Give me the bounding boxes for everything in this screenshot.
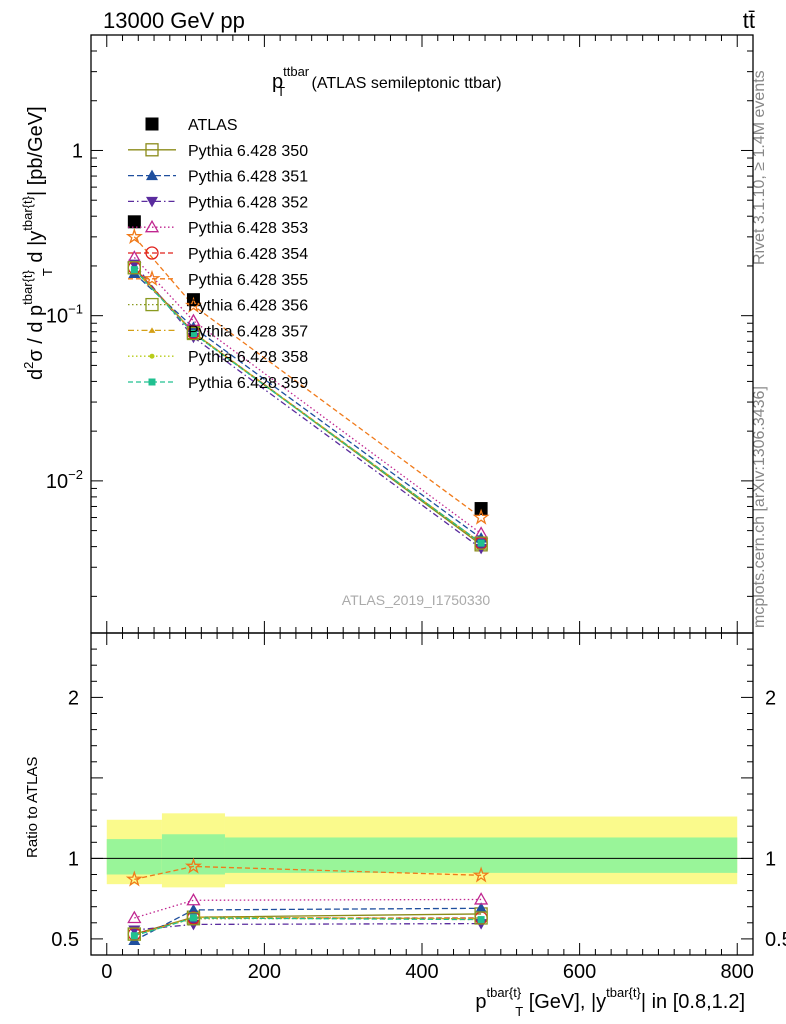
ratio-series-line bbox=[134, 917, 482, 937]
legend-marker bbox=[145, 246, 159, 260]
ratio-data-point bbox=[125, 870, 143, 887]
legend-label: Pythia 6.428 359 bbox=[188, 375, 308, 392]
data-point bbox=[474, 536, 488, 550]
ratio-series-line bbox=[134, 917, 482, 935]
data-point bbox=[472, 508, 490, 525]
y-tick-label: 1 bbox=[72, 140, 83, 162]
ratio-band-inner bbox=[161, 834, 225, 875]
ratio-data-point bbox=[127, 927, 141, 941]
ratio-data-point bbox=[477, 916, 485, 924]
ratio-series-line bbox=[134, 917, 482, 937]
x-axis-label: ptbar{t} T [GeV], |ytbar{t}| in [0.8,1.2] bbox=[475, 985, 745, 1019]
data-point bbox=[477, 539, 485, 547]
y-tick-label: 1 bbox=[68, 848, 79, 870]
legend-label: Pythia 6.428 355 bbox=[188, 272, 308, 289]
x-tick-label: 800 bbox=[721, 961, 754, 983]
data-point bbox=[127, 215, 141, 229]
x-tick-label: 400 bbox=[405, 961, 438, 983]
legend-marker bbox=[143, 269, 161, 287]
data-point bbox=[474, 502, 488, 516]
legend-label: Pythia 6.428 350 bbox=[188, 143, 308, 160]
legend-label: Pythia 6.428 354 bbox=[188, 246, 308, 263]
series-line bbox=[133, 273, 482, 539]
x-tick-label: 600 bbox=[563, 961, 596, 983]
x-tick-label: 0 bbox=[101, 961, 112, 983]
ratio-series-line bbox=[134, 907, 482, 942]
ratio-data-point bbox=[186, 892, 201, 906]
y-tick-label-right: 0.5 bbox=[765, 929, 786, 951]
data-point bbox=[186, 326, 201, 341]
data-point bbox=[127, 261, 141, 275]
mcplots-label: mcplots.cern.ch [arXiv:1306.3436] bbox=[751, 386, 768, 628]
data-point bbox=[473, 526, 489, 539]
ratio-series-line bbox=[134, 916, 482, 937]
rivet-version-label: Rivet 3.1.10, ≥ 1.4M events bbox=[751, 70, 768, 265]
legend-marker bbox=[145, 117, 159, 131]
y-tick-label: 10−2 bbox=[46, 467, 83, 493]
legend-label: Pythia 6.428 352 bbox=[188, 194, 308, 211]
data-point bbox=[125, 227, 143, 245]
ratio-data-point bbox=[473, 892, 489, 905]
header-right: tt̄ bbox=[743, 8, 755, 33]
main-plot-panel: 1 10−1 10−2 ATLAS Pythia 6.428 350 Pythia 6.… bbox=[46, 34, 754, 634]
legend-marker bbox=[145, 143, 159, 157]
analysis-watermark: ATLAS_2019_I1750330 bbox=[342, 592, 491, 608]
legend-marker bbox=[148, 378, 156, 386]
ratio-data-point bbox=[475, 902, 488, 913]
data-point bbox=[130, 266, 138, 274]
data-point bbox=[186, 313, 201, 327]
data-point bbox=[184, 296, 202, 313]
y-tick-label-right: 2 bbox=[765, 687, 776, 709]
ratio-data-point bbox=[184, 857, 202, 874]
y-tick-label-right: 1 bbox=[765, 848, 776, 870]
legend-label: Pythia 6.428 358 bbox=[188, 349, 308, 366]
ratio-data-point bbox=[186, 912, 201, 926]
ratio-data-point bbox=[189, 914, 197, 922]
legend-marker bbox=[144, 219, 160, 233]
ratio-series-line bbox=[134, 865, 482, 880]
ratio-series-line bbox=[134, 913, 482, 935]
ratio-series-line bbox=[134, 917, 482, 935]
legend-label: Pythia 6.428 356 bbox=[188, 298, 308, 315]
legend-marker bbox=[146, 169, 158, 181]
data-point bbox=[189, 330, 197, 338]
series-line bbox=[133, 269, 482, 544]
legend-marker bbox=[146, 196, 158, 208]
legend-label: Pythia 6.428 353 bbox=[188, 220, 308, 237]
ratio-data-point bbox=[127, 910, 142, 924]
y-tick-label: 0.5 bbox=[51, 929, 79, 951]
ratio-band-inner bbox=[106, 839, 162, 875]
ratio-series-line bbox=[134, 898, 482, 919]
legend-marker bbox=[145, 297, 159, 312]
y-axis-label-ratio: Ratio to ATLAS bbox=[24, 757, 41, 858]
y-axis-label-main: d2σ / d ptbar{t} T d |ytbar{t}| [pb/GeV] bbox=[20, 106, 55, 380]
legend-marker bbox=[149, 353, 155, 359]
x-tick-label: 200 bbox=[248, 961, 281, 983]
y-tick-label: 10−1 bbox=[46, 302, 83, 328]
legend-marker bbox=[148, 327, 156, 333]
ratio-series-line bbox=[134, 922, 482, 931]
ratio-data-point bbox=[187, 903, 200, 915]
legend-label: Pythia 6.428 357 bbox=[188, 323, 308, 340]
ratio-plot-panel: 0 200 400 600 800 0.5 0.5 1 1 2 2 bbox=[51, 632, 786, 983]
legend-label: Pythia 6.428 351 bbox=[188, 169, 308, 186]
legend-label: ATLAS bbox=[188, 117, 238, 134]
legend: ATLAS Pythia 6.428 350 Pythia 6.428 351 Pyt… bbox=[128, 117, 308, 392]
y-tick-label: 2 bbox=[68, 687, 79, 709]
ratio-data-point bbox=[474, 911, 488, 925]
ratio-data-point bbox=[130, 932, 138, 940]
header-left: 13000 GeV pp bbox=[103, 8, 245, 33]
ratio-data-point bbox=[472, 866, 490, 883]
ratio-plot-frame bbox=[90, 632, 754, 956]
plot-title: pttbar T (ATLAS semileptonic ttbar) bbox=[272, 64, 502, 99]
